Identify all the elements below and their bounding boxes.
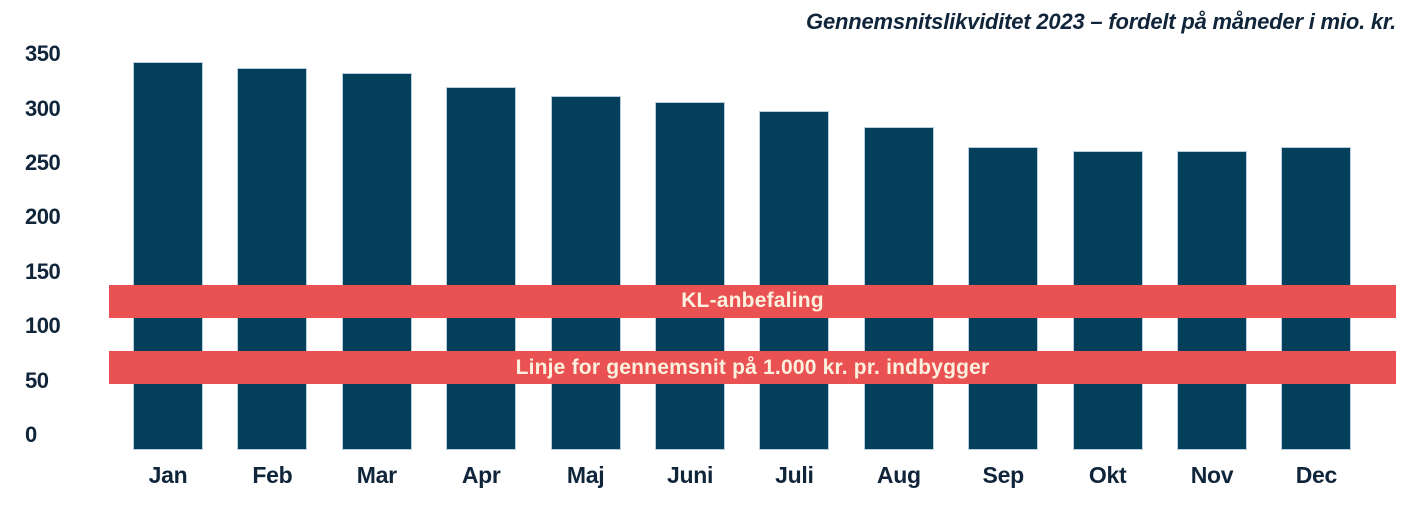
- y-axis-tick-label-50: 50: [25, 367, 49, 393]
- y-axis-tick-label-200: 200: [25, 204, 61, 230]
- bar-juni: [655, 102, 725, 450]
- y-axis-tick-label-350: 350: [25, 41, 61, 67]
- x-axis-label-juli: Juli: [775, 462, 814, 488]
- y-axis-tick-label-0: 0: [25, 422, 37, 447]
- x-axis-label-feb: Feb: [252, 462, 293, 488]
- x-axis-label-maj: Maj: [566, 462, 605, 488]
- reference-band-label: KL-anbefaling: [681, 289, 824, 313]
- y-axis-tick-label-100: 100: [25, 313, 61, 339]
- reference-band-label: Linje for gennemsnit på 1.000 kr. pr. in…: [515, 355, 990, 379]
- bar-feb: [237, 68, 308, 450]
- y-axis-tick-label-300: 300: [25, 95, 61, 121]
- x-axis-label-apr: Apr: [461, 462, 501, 488]
- x-axis-label-mar: Mar: [356, 462, 397, 488]
- x-axis-label-dec: Dec: [1295, 462, 1338, 488]
- bar-mar: [341, 72, 412, 450]
- bar-apr: [446, 86, 517, 450]
- x-axis-label-nov: Nov: [1190, 462, 1234, 488]
- x-axis-label-aug: Aug: [876, 462, 921, 488]
- bar-jan: [133, 61, 203, 450]
- bar-juli: [759, 110, 830, 450]
- chart-title: Gennemsnitslikviditet 2023 – fordelt på …: [806, 9, 1396, 34]
- reference-band-kl-anbefaling: KL-anbefaling: [109, 284, 1396, 318]
- y-axis-tick-label-150: 150: [25, 258, 61, 284]
- y-axis-tick-label-250: 250: [25, 150, 61, 176]
- x-axis-label-jan: Jan: [148, 462, 188, 488]
- x-axis-label-okt: Okt: [1088, 462, 1127, 488]
- reference-band-gennemsnit-pr-indbygger: Linje for gennemsnit på 1.000 kr. pr. in…: [109, 351, 1396, 384]
- x-axis-label-sep: Sep: [982, 462, 1025, 488]
- bar-maj: [550, 95, 621, 450]
- x-axis-label-juni: Juni: [666, 462, 714, 488]
